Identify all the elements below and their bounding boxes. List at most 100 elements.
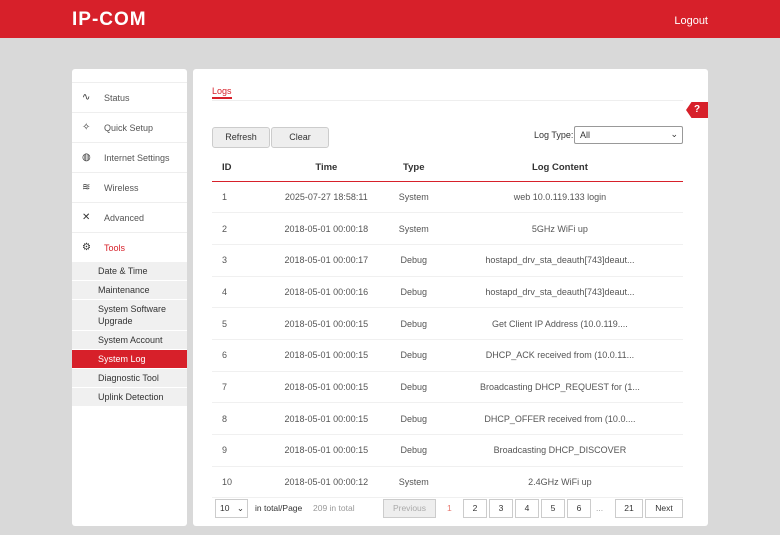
log-table: ID Time Type Log Content 1 2025-07-27 18:58:… — [212, 155, 683, 499]
sidebar: ∿ Status ✧ Quick Setup ◍ Internet Settings ≋ Wi… — [72, 69, 187, 526]
sidebar-item-status[interactable]: ∿ Status — [72, 82, 187, 112]
table-cell: Debug — [390, 276, 437, 309]
table-cell: 10 — [212, 466, 262, 499]
sidebar-item-label: Wireless — [104, 182, 139, 193]
logout-link[interactable]: Logout — [674, 15, 708, 27]
column-header: Type — [390, 155, 437, 182]
submenu-item[interactable]: Uplink Detection — [72, 388, 187, 407]
table-cell: 2018-05-01 00:00:15 — [262, 307, 391, 340]
page-button[interactable]: 3 — [489, 499, 513, 518]
per-page-label: in total/Page — [255, 503, 303, 513]
sidebar-icon: ✕ — [82, 212, 91, 223]
pagination-ellipsis: ... — [596, 503, 604, 513]
sidebar-item-wireless[interactable]: ≋ Wireless — [72, 172, 187, 202]
page-button[interactable]: 4 — [515, 499, 539, 518]
sidebar-item-internet-settings[interactable]: ◍ Internet Settings — [72, 142, 187, 172]
submenu-item[interactable]: System Account — [72, 331, 187, 350]
sidebar-icon: ∿ — [82, 92, 91, 103]
log-type-value: All — [580, 130, 591, 140]
table-cell: 2025-07-27 18:58:11 — [262, 181, 391, 214]
table-cell: 2.4GHz WiFi up — [436, 466, 683, 499]
table-row: 7 2018-05-01 00:00:15 Debug Broadcasting DH… — [212, 371, 683, 404]
table-cell: 5 — [212, 307, 262, 340]
log-type-label: Log Type: — [534, 130, 574, 140]
submenu-item[interactable]: Maintenance — [72, 281, 187, 300]
table-cell: 6 — [212, 339, 262, 372]
table-cell: 7 — [212, 371, 262, 404]
table-cell: System — [390, 212, 437, 245]
sidebar-item-label: Internet Settings — [104, 152, 170, 163]
per-page-value: 10 — [220, 503, 230, 513]
table-cell: 9 — [212, 434, 262, 467]
table-cell: System — [390, 181, 437, 214]
main-panel: Logs ? Refresh Clear Log Type: All ⌄ ID Ti… — [193, 69, 708, 526]
table-cell: Debug — [390, 402, 437, 435]
sidebar-icon: ⚙ — [82, 242, 91, 253]
table-row: 3 2018-05-01 00:00:17 Debug hostapd_drv_sta… — [212, 244, 683, 277]
table-cell: Broadcasting DHCP_REQUEST for (1... — [436, 371, 683, 404]
chevron-down-icon: ⌄ — [670, 129, 678, 139]
table-row: 9 2018-05-01 00:00:15 Debug Broadcasting DH… — [212, 434, 683, 467]
table-cell: hostapd_drv_sta_deauth[743]deaut... — [436, 244, 683, 277]
logo: IP-COM — [72, 9, 147, 30]
sidebar-item-advanced[interactable]: ✕ Advanced — [72, 202, 187, 232]
submenu-item[interactable]: Date & Time — [72, 262, 187, 281]
chevron-down-icon: ⌄ — [236, 503, 244, 513]
table-row: 5 2018-05-01 00:00:15 Debug Get Client IP A… — [212, 307, 683, 340]
sidebar-item-label: Advanced — [104, 212, 145, 223]
total-count: 209 in total — [313, 503, 355, 513]
sidebar-item-tools[interactable]: ⚙ Tools — [72, 232, 187, 262]
table-cell: 2018-05-01 00:00:15 — [262, 434, 391, 467]
table-cell: Get Client IP Address (10.0.119.... — [436, 307, 683, 340]
sidebar-item-label: Quick Setup — [104, 122, 154, 133]
table-cell: DHCP_ACK received from (10.0.11... — [436, 339, 683, 372]
tab-logs[interactable]: Logs — [212, 86, 232, 99]
refresh-button[interactable]: Refresh — [212, 127, 270, 148]
submenu-item[interactable]: System Log — [72, 350, 187, 369]
table-cell: Debug — [390, 339, 437, 372]
table-cell: Debug — [390, 371, 437, 404]
table-cell: 2018-05-01 00:00:15 — [262, 402, 391, 435]
next-button[interactable]: Next — [645, 499, 683, 518]
sidebar-item-label: Tools — [104, 242, 126, 253]
column-header: ID — [212, 155, 262, 182]
page-button[interactable]: 6 — [567, 499, 591, 518]
header: IP-COM Logout — [0, 0, 780, 38]
page-current[interactable]: 1 — [447, 503, 452, 513]
column-header: Log Content — [436, 155, 683, 182]
sidebar-item-label: Status — [104, 92, 130, 103]
page-last[interactable]: 21 — [615, 499, 643, 518]
table-cell: 2018-05-01 00:00:12 — [262, 466, 391, 499]
table-row: 8 2018-05-01 00:00:15 Debug DHCP_OFFER rece… — [212, 402, 683, 435]
table-cell: Debug — [390, 244, 437, 277]
page-button[interactable]: 2 — [463, 499, 487, 518]
table-cell: 4 — [212, 276, 262, 309]
page-button[interactable]: 5 — [541, 499, 565, 518]
table-row: 2 2018-05-01 00:00:18 System 5GHz WiFi up — [212, 212, 683, 245]
log-type-select[interactable]: All ⌄ — [574, 126, 683, 144]
sidebar-icon: ◍ — [82, 152, 91, 163]
sidebar-icon: ✧ — [82, 122, 91, 133]
table-row: 1 2025-07-27 18:58:11 System web 10.0.119.1… — [212, 181, 683, 214]
clear-button[interactable]: Clear — [271, 127, 329, 148]
table-cell: Broadcasting DHCP_DISCOVER — [436, 434, 683, 467]
table-cell: web 10.0.119.133 login — [436, 181, 683, 214]
table-cell: System — [390, 466, 437, 499]
help-icon[interactable]: ? — [686, 102, 708, 118]
table-cell: 5GHz WiFi up — [436, 212, 683, 245]
submenu-item[interactable]: System Software Upgrade — [72, 300, 187, 331]
table-cell: 8 — [212, 402, 262, 435]
table-cell: Debug — [390, 307, 437, 340]
table-cell: 2018-05-01 00:00:16 — [262, 276, 391, 309]
previous-button[interactable]: Previous — [383, 499, 436, 518]
submenu-item[interactable]: Diagnostic Tool — [72, 369, 187, 388]
table-cell: DHCP_OFFER received from (10.0.... — [436, 402, 683, 435]
sidebar-item-quick-setup[interactable]: ✧ Quick Setup — [72, 112, 187, 142]
table-cell: 2018-05-01 00:00:17 — [262, 244, 391, 277]
per-page-select[interactable]: 10 ⌄ — [215, 499, 248, 518]
sidebar-icon: ≋ — [82, 182, 91, 193]
table-row: 6 2018-05-01 00:00:15 Debug DHCP_ACK receiv… — [212, 339, 683, 372]
table-cell: 1 — [212, 181, 262, 214]
table-row: 10 2018-05-01 00:00:12 System 2.4GHz WiFi u… — [212, 466, 683, 499]
table-row: 4 2018-05-01 00:00:16 Debug hostapd_drv_sta… — [212, 276, 683, 309]
